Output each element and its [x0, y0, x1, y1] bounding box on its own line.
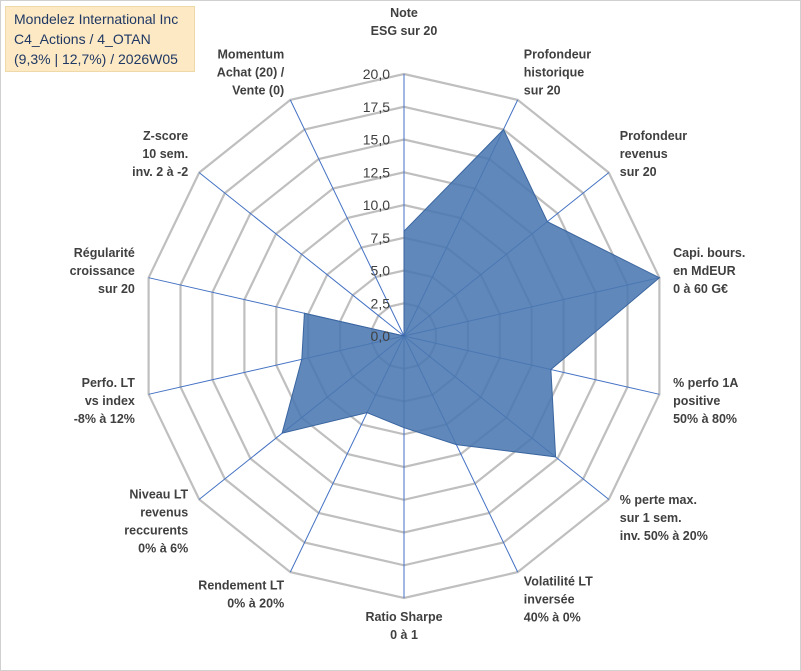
axis-spoke	[289, 99, 405, 337]
data-point	[550, 369, 552, 370]
axis-label-line: Z-score	[143, 129, 188, 143]
axis-label-line: Profondeur	[524, 48, 591, 62]
data-point	[403, 427, 405, 429]
axis-label-line: -8% à 12%	[74, 412, 135, 426]
axis-label-line: positive	[673, 394, 720, 408]
title-line-1: Mondelez International Inc	[14, 11, 179, 27]
axis-label-line: 0 à 1	[390, 628, 418, 642]
axis-label: % perte max. sur 1 sem. inv. 50% à 20%	[620, 493, 708, 543]
data-point	[546, 221, 548, 223]
radial-tick-labels: 0,0 2,5 5,0 7,5 10,0 12,5 15,0 17,5 20,0	[363, 66, 390, 344]
data-point	[303, 312, 305, 314]
axis-label-line: ESG sur 20	[371, 24, 438, 38]
tick-label: 20,0	[363, 66, 390, 82]
axis-label-line: croissance	[70, 264, 135, 278]
axis-label-line: inv. 50% à 20%	[620, 529, 708, 543]
axis-label-line: Profondeur	[620, 129, 687, 143]
tick-label: 2,5	[371, 295, 391, 311]
axis-label: Niveau LT revenus reccurents 0% à 6%	[124, 488, 188, 556]
data-point	[455, 444, 457, 446]
axis-label: Régularité croissance sur 20	[70, 246, 135, 296]
axis-label: Ratio Sharpe 0 à 1	[365, 610, 442, 642]
axis-label-line: 0% à 6%	[138, 542, 188, 556]
axis-label-line: Volatilité LT	[524, 574, 593, 588]
axis-label: Note ESG sur 20	[371, 6, 438, 38]
axis-label: Z-score 10 sem. inv. 2 à -2	[132, 129, 188, 179]
axis-label-line: sur 20	[524, 84, 561, 98]
axis-label-line: 0% à 20%	[227, 596, 284, 610]
axis-label-line: en MdEUR	[673, 264, 736, 278]
data-point	[403, 335, 405, 337]
axis-label-line: 0 à 60 G€	[673, 282, 728, 296]
axis-label-line: sur 1 sem.	[620, 511, 682, 525]
axis-label-line: Ratio Sharpe	[365, 610, 442, 624]
axis-label-line: Momentum	[218, 48, 285, 62]
tick-label: 12,5	[363, 164, 390, 180]
axis-label: Rendement LT 0% à 20%	[198, 578, 284, 610]
axis-label-line: Capi. bours.	[673, 246, 745, 260]
axis-label-line: Régularité	[74, 246, 135, 260]
data-point	[301, 358, 303, 360]
axis-label-line: Niveau LT	[129, 488, 188, 502]
title-line-2: C4_Actions / 4_OTAN	[14, 31, 151, 47]
data-series	[281, 128, 661, 458]
axis-label-line: historique	[524, 66, 584, 80]
axis-label-line: vs index	[85, 394, 135, 408]
axis-label: Momentum Achat (20) / Vente (0)	[217, 48, 285, 98]
data-point	[555, 456, 557, 458]
tick-label: 7,5	[371, 230, 391, 246]
tick-label: 10,0	[363, 197, 390, 213]
data-point	[403, 230, 405, 232]
chart-title-box: Mondelez International Inc C4_Actions / …	[5, 6, 195, 72]
axis-label: Profondeur historique sur 20	[524, 48, 591, 98]
axis-label-line: revenus	[140, 506, 188, 520]
tick-label: 17,5	[363, 99, 390, 115]
axis-label-line: % perfo 1A	[673, 376, 738, 390]
axis-label-line: revenus	[620, 147, 668, 161]
axis-label-line: sur 20	[98, 282, 135, 296]
axis-labels: Note ESG sur 20 Profondeur historique sur 20…	[70, 6, 746, 642]
axis-label-line: 10 sem.	[142, 147, 188, 161]
axis-label-line: Rendement LT	[198, 578, 284, 592]
data-point	[281, 432, 283, 434]
axis-spoke	[198, 172, 405, 337]
axis-label: Perfo. LT vs index -8% à 12%	[74, 376, 136, 426]
axis-label-line: Achat (20) /	[217, 66, 285, 80]
axis-label: Profondeur revenus sur 20	[620, 129, 687, 179]
data-point	[658, 277, 660, 279]
tick-label: 0,0	[371, 328, 391, 344]
series-area	[281, 128, 661, 458]
axis-label-line: Perfo. LT	[82, 376, 136, 390]
axis-label: % perfo 1A positive 50% à 80%	[673, 376, 738, 426]
title-line-3: (9,3% | 12,7%) / 2026W05	[14, 51, 178, 67]
axis-label-line: sur 20	[620, 165, 657, 179]
axis-label-line: Vente (0)	[232, 84, 284, 98]
axis-label-line: % perte max.	[620, 493, 697, 507]
tick-label: 5,0	[371, 263, 391, 279]
data-point	[503, 129, 504, 130]
axis-label-line: inversée	[524, 592, 575, 606]
axis-label: Capi. bours. en MdEUR 0 à 60 G€	[673, 246, 745, 296]
axis-label-line: reccurents	[124, 524, 188, 538]
tick-label: 15,0	[363, 132, 390, 148]
axis-label-line: 40% à 0%	[524, 610, 581, 624]
axis-label-line: inv. 2 à -2	[132, 165, 188, 179]
data-point	[366, 412, 368, 414]
axis-label-line: 50% à 80%	[673, 412, 737, 426]
axis-label: Volatilité LT inversée 40% à 0%	[524, 574, 593, 624]
axis-label-line: Note	[390, 6, 418, 20]
